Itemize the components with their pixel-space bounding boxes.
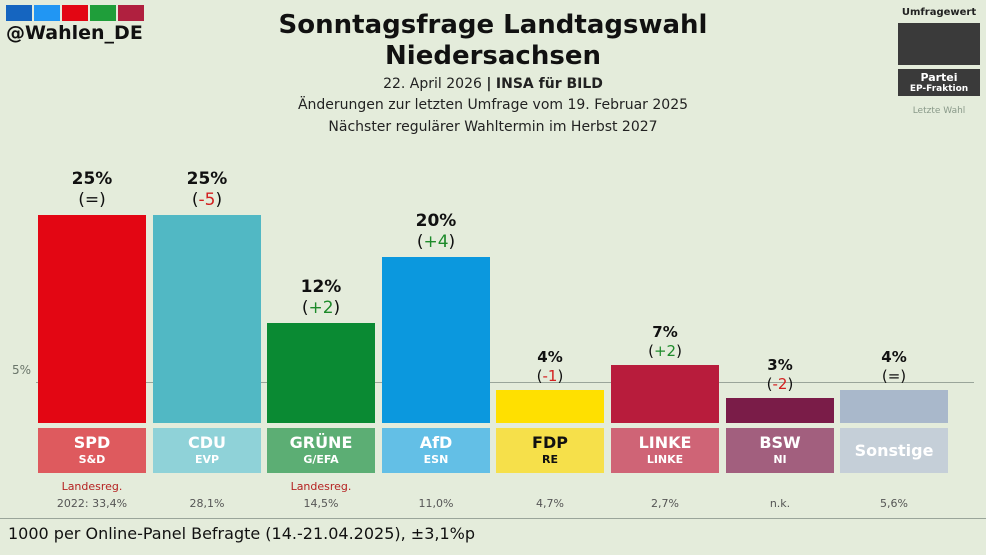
value-label-bsw: 3% (767, 356, 793, 374)
logo-swatch-1 (6, 5, 32, 21)
last-result-fdp: 4,7% (536, 497, 564, 510)
logo-swatch-4 (90, 5, 116, 21)
party-label-afd: AfD ESN (382, 428, 490, 473)
party-label-linke: LINKE LINKE (611, 428, 719, 473)
logo-swatch-5 (118, 5, 144, 21)
poll-date: 22. April 2026 (383, 76, 482, 92)
value-label-cdu: 25% (186, 169, 228, 189)
value-label-fdp: 4% (537, 348, 563, 366)
ep-group-fdp: RE (542, 453, 558, 466)
party-name-cdu: CDU (187, 433, 226, 452)
logo-swatch-2 (34, 5, 60, 21)
footer-divider (0, 518, 986, 519)
party-name-afd: AfD (419, 433, 453, 452)
brand-color-strip (6, 5, 144, 21)
value-label-linke: 7% (652, 323, 678, 341)
logo-swatch-3 (62, 5, 88, 21)
party-label-fdp: FDP RE (496, 428, 604, 473)
account-handle[interactable]: @Wahlen_DE (6, 22, 143, 44)
legend-ep-group: EP-Fraktion (909, 84, 969, 94)
ep-group-cdu: EVP (194, 453, 220, 466)
last-result-linke: 2,7% (651, 497, 679, 510)
ep-group-bsw: NI (773, 453, 787, 466)
party-label-grne: GRÜNE G/EFA (267, 428, 375, 473)
title-line-2: Niedersachsen (385, 41, 601, 71)
poll-source: 22. April 2026 | INSA für BILD (0, 76, 986, 92)
five-percent-label: 5% (12, 363, 32, 377)
ep-group-spd: S&D (78, 453, 106, 466)
title-line-1: Sonntagsfrage Landtagswahl (278, 10, 708, 40)
bar-grne (267, 323, 375, 423)
party-name-grne: GRÜNE (289, 433, 353, 452)
value-label-grne: 12% (300, 277, 342, 297)
bar-afd (382, 257, 490, 423)
last-result-afd: 11,0% (418, 497, 454, 510)
party-name-spd: SPD (73, 433, 111, 452)
next-election-note: Nächster regulärer Wahltermin im Herbst … (328, 119, 658, 135)
footer-methodology: 1000 per Online-Panel Befragte (14.-21.0… (8, 524, 475, 543)
ep-group-grne: G/EFA (303, 453, 339, 466)
change-label-bsw: (-2) (766, 375, 794, 393)
party-label-sonstige: Sonstige (840, 428, 948, 473)
legend-party-box: Partei EP-Fraktion (898, 69, 980, 96)
legend-poll-value: Umfragewert (901, 7, 977, 18)
last-result-grne: 14,5% (303, 497, 339, 510)
value-label-afd: 20% (415, 211, 457, 231)
change-label-spd: (=) (78, 190, 106, 210)
changes-note: Änderungen zur letzten Umfrage vom 19. F… (297, 97, 689, 113)
last-result-spd: 2022: 33,4% (56, 497, 128, 510)
change-label-cdu: (-5) (191, 190, 223, 210)
bar-fdp (496, 390, 604, 423)
chart-title: Sonntagsfrage Landtagswahl Niedersachsen (0, 10, 986, 72)
bar-linke (611, 365, 719, 423)
party-name-fdp: FDP (532, 433, 568, 452)
value-label-sonstige: 4% (881, 348, 907, 366)
ep-group-afd: ESN (423, 453, 449, 466)
pollster-name: INSA für BILD (495, 76, 603, 92)
party-name-bsw: BSW (759, 433, 801, 452)
source-separator: | (486, 76, 492, 92)
bar-bsw (726, 398, 834, 423)
party-label-spd: SPD S&D (38, 428, 146, 473)
last-result-bsw: n.k. (769, 497, 791, 510)
legend-party: Partei (920, 71, 958, 84)
change-label-linke: (+2) (648, 342, 682, 360)
party-label-bsw: BSW NI (726, 428, 834, 473)
bar-spd (38, 215, 146, 423)
party-name-sonstige: Sonstige (854, 441, 934, 460)
change-label-afd: (+4) (416, 232, 456, 252)
change-label-fdp: (-1) (536, 367, 564, 385)
legend-bar-swatch (898, 23, 980, 65)
change-label-sonstige: (=) (881, 367, 907, 385)
party-label-cdu: CDU EVP (153, 428, 261, 473)
five-percent-line (36, 382, 974, 383)
legend: Umfragewert Partei EP-Fraktion Letzte Wa… (895, 7, 983, 116)
ep-group-linke: LINKE (646, 453, 684, 466)
last-result-cdu: 28,1% (189, 497, 225, 510)
bar-sonstige (840, 390, 948, 423)
legend-last-election: Letzte Wahl (912, 106, 966, 116)
government-note-grne: Landesreg. (290, 480, 352, 493)
government-note-spd: Landesreg. (61, 480, 123, 493)
bar-cdu (153, 215, 261, 423)
party-name-linke: LINKE (638, 433, 692, 452)
change-label-grne: (+2) (301, 298, 341, 318)
last-result-sonstige: 5,6% (880, 497, 908, 510)
value-label-spd: 25% (71, 169, 113, 189)
